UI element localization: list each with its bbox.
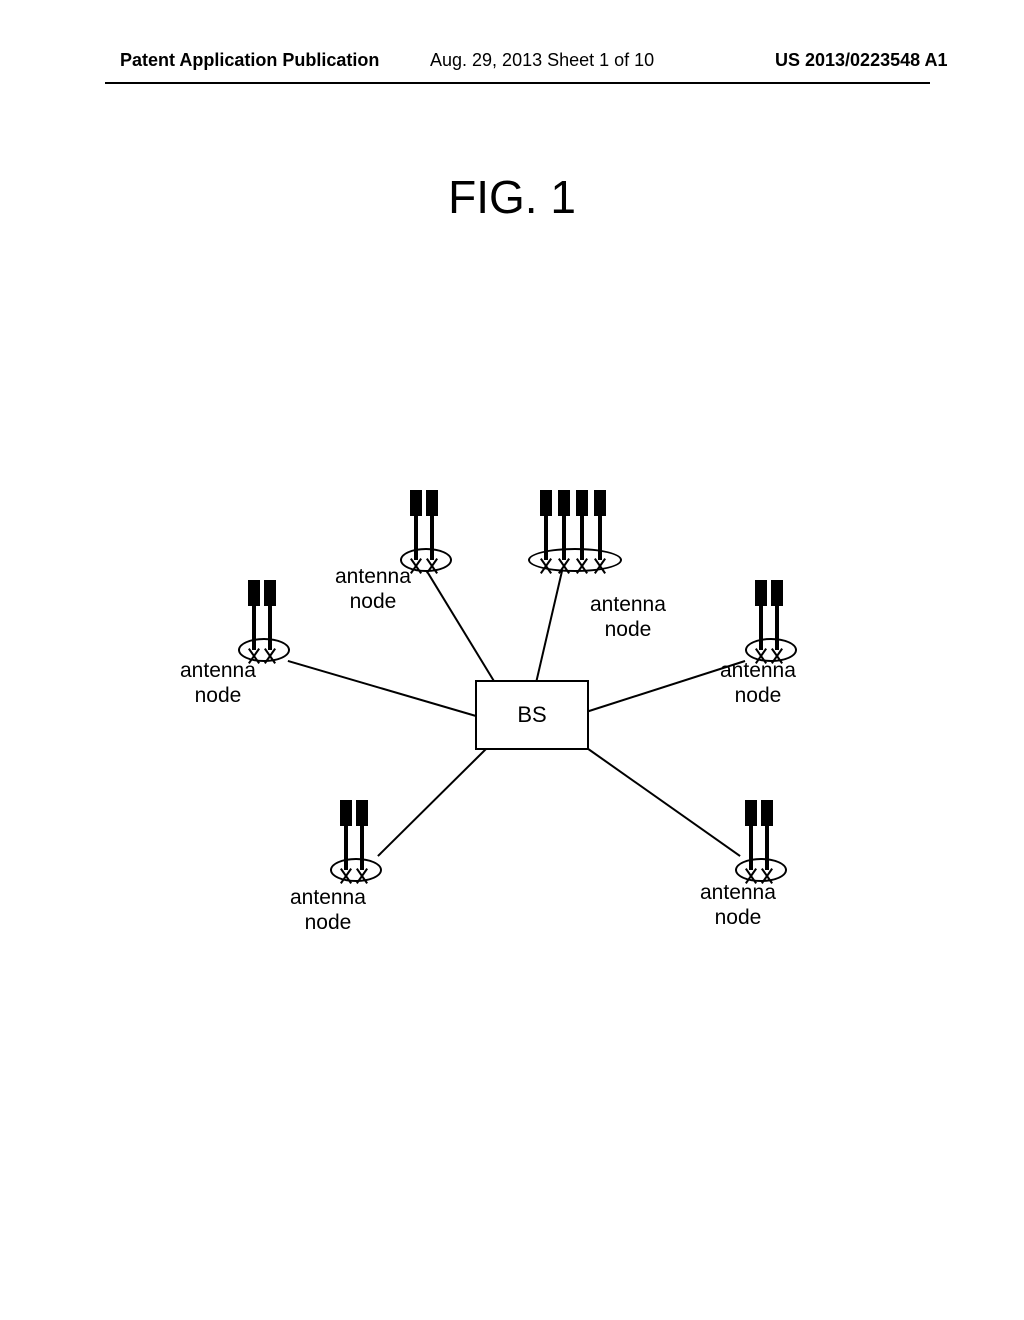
- antenna-node-label: antennanode: [700, 880, 776, 930]
- antenna-node-label: antennanode: [590, 592, 666, 642]
- antenna-tip: [755, 580, 767, 606]
- antenna-tip: [540, 490, 552, 516]
- header-publication: Patent Application Publication: [120, 50, 379, 71]
- antenna-node: [735, 790, 783, 882]
- antenna-tip: [771, 580, 783, 606]
- antenna-node: [400, 480, 448, 572]
- antenna-tip: [558, 490, 570, 516]
- antenna-tip: [761, 800, 773, 826]
- base-station-box: BS: [475, 680, 589, 750]
- antenna-node: [238, 570, 286, 662]
- figure-title: FIG. 1: [0, 170, 1024, 224]
- header-rule-line: [105, 82, 930, 84]
- das-diagram: antennanode antennanode antennanode antenna…: [200, 460, 840, 1020]
- page-header: Patent Application Publication Aug. 29, …: [0, 50, 1024, 80]
- header-doc-number: US 2013/0223548 A1: [775, 50, 947, 71]
- header-sheet-info: Aug. 29, 2013 Sheet 1 of 10: [430, 50, 654, 71]
- antenna-tip: [410, 490, 422, 516]
- antenna-tip: [594, 490, 606, 516]
- connection-line: [583, 745, 740, 857]
- antenna-tip: [426, 490, 438, 516]
- antenna-tip: [340, 800, 352, 826]
- antenna-node: [528, 480, 618, 572]
- antenna-tip: [248, 580, 260, 606]
- antenna-node-label: antennanode: [180, 658, 256, 708]
- connection-line: [288, 660, 477, 717]
- antenna-node: [745, 570, 793, 662]
- connection-line: [377, 746, 488, 856]
- antenna-tip: [356, 800, 368, 826]
- page-root: Patent Application Publication Aug. 29, …: [0, 0, 1024, 1320]
- connection-line: [535, 571, 563, 683]
- antenna-node-label: antennanode: [290, 885, 366, 935]
- antenna-tip: [745, 800, 757, 826]
- antenna-node-label: antennanode: [335, 564, 411, 614]
- antenna-tip: [264, 580, 276, 606]
- antenna-node-label: antennanode: [720, 658, 796, 708]
- antenna-node: [330, 790, 378, 882]
- antenna-tip: [576, 490, 588, 516]
- connection-line: [427, 572, 501, 691]
